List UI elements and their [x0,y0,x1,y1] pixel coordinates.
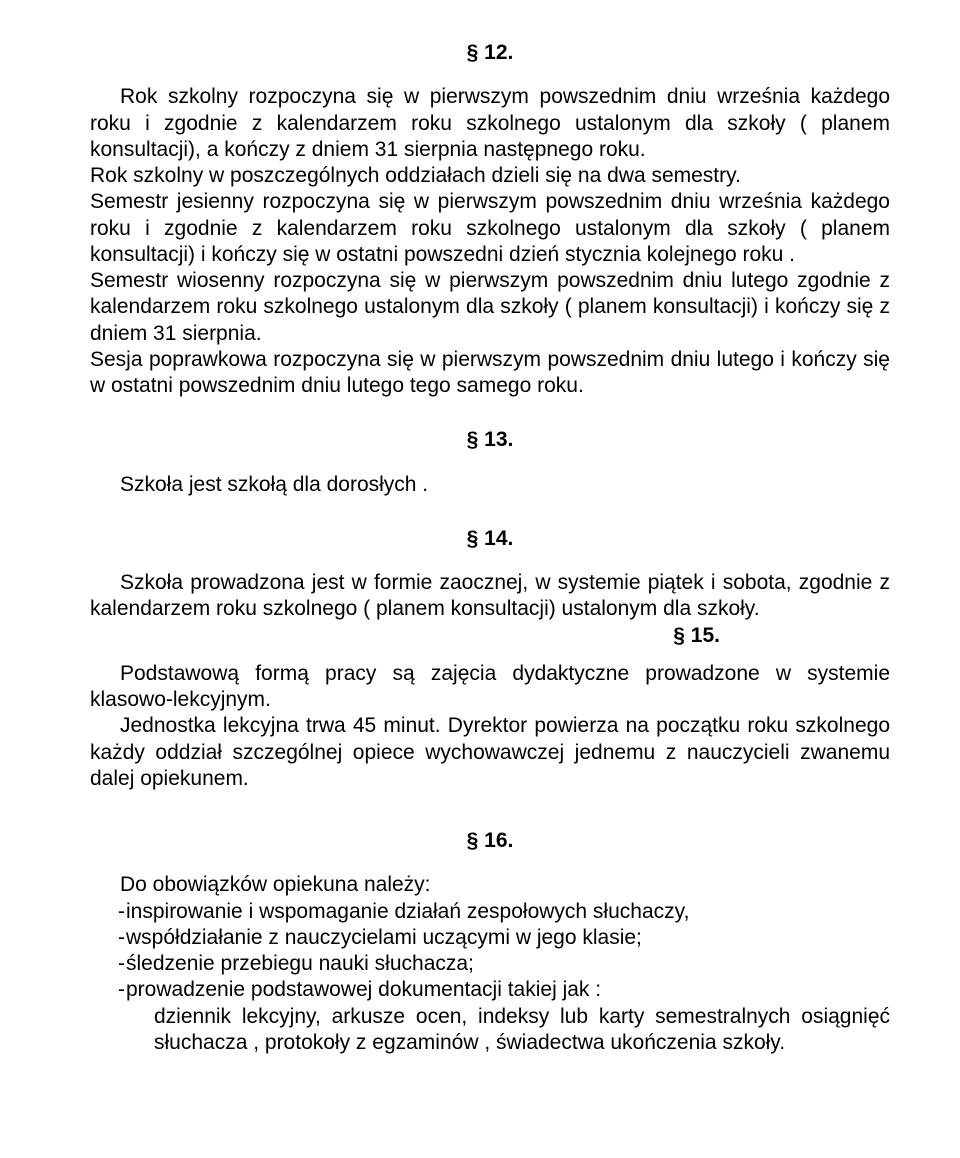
section-15-para-2: Jednostka lekcyjna trwa 45 minut. Dyrekt… [90,713,890,792]
section-15-heading: § 15. [90,623,890,649]
section-14-para-1: Szkoła prowadzona jest w formie zaocznej… [90,570,890,623]
dash-icon: - [90,951,126,977]
dash-icon: - [90,925,126,951]
section-12-para-1: Rok szkolny rozpoczyna się w pierwszym p… [90,84,890,163]
section-13-para-1: Szkoła jest szkołą dla dorosłych . [90,472,890,498]
duties-subline: dziennik lekcyjny, arkusze ocen, indeksy… [90,1004,890,1057]
section-14-heading: § 14. [90,526,890,552]
list-item-text: śledzenie przebiegu nauki słuchacza; [126,951,890,977]
section-12-para-2: Rok szkolny w poszczególnych oddziałach … [90,163,890,189]
list-item: - inspirowanie i wspomaganie działań zes… [90,899,890,925]
section-15-para-1: Podstawową formą pracy są zajęcia dydakt… [90,661,890,714]
duties-list: - inspirowanie i wspomaganie działań zes… [90,899,890,1004]
section-12-heading: § 12. [90,40,890,66]
section-12-para-3: Semestr jesienny rozpoczyna się w pierws… [90,189,890,268]
list-item: - prowadzenie podstawowej dokumentacji t… [90,977,890,1003]
list-item: - współdziałanie z nauczycielami uczącym… [90,925,890,951]
dash-icon: - [90,899,126,925]
section-16-heading: § 16. [90,828,890,854]
dash-icon: - [90,977,126,1003]
list-item-text: inspirowanie i wspomaganie działań zespo… [126,899,890,925]
section-13-heading: § 13. [90,427,890,453]
section-16-intro: Do obowiązków opiekuna należy: [90,872,890,898]
section-12-para-4: Semestr wiosenny rozpoczyna się w pierws… [90,268,890,347]
section-12-para-5: Sesja poprawkowa rozpoczyna się w pierws… [90,347,890,400]
list-item-text: prowadzenie podstawowej dokumentacji tak… [126,977,890,1003]
list-item-text: współdziałanie z nauczycielami uczącymi … [126,925,890,951]
list-item: - śledzenie przebiegu nauki słuchacza; [90,951,890,977]
